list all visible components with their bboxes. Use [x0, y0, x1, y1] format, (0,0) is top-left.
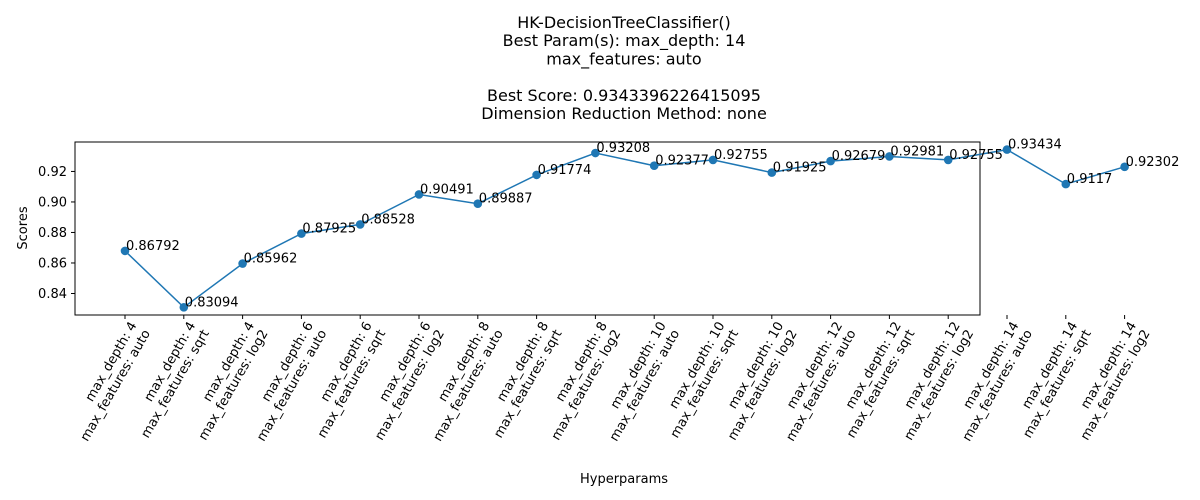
data-label: 0.85962: [244, 252, 298, 267]
y-axis-label: Scores: [16, 206, 31, 249]
data-point: [473, 199, 483, 208]
chart-title-line: HK-DecisionTreeClassifier(): [517, 13, 731, 32]
data-label: 0.86792: [126, 239, 180, 254]
data-label: 0.92981: [890, 144, 944, 159]
data-label: 0.9117: [1067, 172, 1113, 187]
chart-title-line: Best Param(s): max_depth: 14: [503, 31, 746, 51]
chart-title-line: Dimension Reduction Method: none: [481, 104, 767, 123]
data-point: [179, 303, 189, 312]
data-label: 0.83094: [185, 295, 239, 310]
data-point: [943, 155, 953, 165]
y-tick-label: 0.88: [38, 226, 67, 241]
data-label: 0.89887: [479, 192, 533, 207]
data-point: [1002, 145, 1012, 154]
data-point: [826, 156, 835, 166]
data-point: [355, 220, 365, 229]
data-point: [708, 155, 718, 165]
chart-title: HK-DecisionTreeClassifier()Best Param(s)…: [481, 13, 767, 123]
data-label: 0.92377: [655, 154, 709, 169]
data-label: 0.87925: [302, 222, 356, 237]
data-label: 0.91925: [773, 161, 827, 176]
x-tick-label: max_depth: 4max_features: auto: [64, 319, 154, 444]
y-axis-ticks: 0.84 0.86 0.88 0.90 0.92: [38, 165, 75, 302]
data-label: 0.92302: [1126, 155, 1180, 170]
data-point: [885, 152, 894, 161]
y-tick-label: 0.92: [38, 165, 67, 180]
data-point: [238, 259, 247, 268]
data-label: 0.92679: [832, 149, 886, 164]
y-tick-label: 0.90: [38, 195, 67, 210]
y-tick-label: 0.86: [38, 256, 67, 271]
x-axis-label: Hyperparams: [580, 472, 668, 487]
chart-title-line: max_features: auto: [546, 49, 701, 69]
data-label: 0.88528: [361, 212, 415, 227]
plot-area-frame: [74, 141, 981, 316]
data-point: [767, 168, 777, 177]
data-label: 0.91774: [538, 163, 592, 178]
data-label: 0.93434: [1008, 138, 1062, 153]
data-point: [1061, 179, 1071, 189]
x-axis-ticks: max_depth: 4max_features: automax_depth:…: [64, 315, 1154, 444]
data-label: 0.92755: [714, 148, 768, 163]
data-point: [649, 161, 659, 170]
data-point: [1120, 162, 1129, 172]
data-label: 0.90491: [420, 182, 474, 197]
series-markers: [120, 145, 1129, 312]
data-point: [297, 229, 306, 238]
data-point: [532, 170, 541, 180]
data-label: 0.92755: [949, 148, 1003, 163]
data-point: [414, 190, 424, 199]
y-tick-label: 0.84: [38, 287, 67, 302]
data-point: [591, 148, 600, 158]
data-labels: 0.86792 0.83094 0.85962 0.87925 0.88528 0.904…: [126, 138, 1179, 311]
chart-title-line: Best Score: 0.9343396226415095: [487, 86, 761, 105]
data-label: 0.93208: [596, 141, 650, 156]
series-line: [124, 148, 1125, 309]
data-point: [120, 246, 130, 256]
